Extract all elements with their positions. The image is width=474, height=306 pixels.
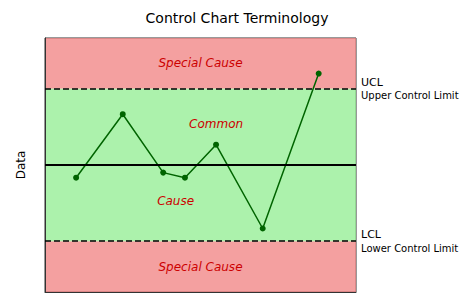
svg-text:Lower Control Limit: Lower Control Limit [361, 243, 458, 254]
svg-text:Data: Data [14, 151, 28, 180]
svg-text:Common: Common [189, 117, 243, 131]
svg-text:Cause: Cause [157, 194, 194, 208]
svg-text:Special Cause: Special Cause [158, 56, 242, 70]
svg-text:LCL: LCL [361, 228, 382, 241]
svg-text:Upper Control Limit: Upper Control Limit [361, 90, 459, 101]
svg-text:UCL: UCL [361, 76, 384, 89]
svg-text:Special Cause: Special Cause [158, 260, 242, 274]
svg-text:Control Chart Terminology: Control Chart Terminology [146, 10, 329, 26]
